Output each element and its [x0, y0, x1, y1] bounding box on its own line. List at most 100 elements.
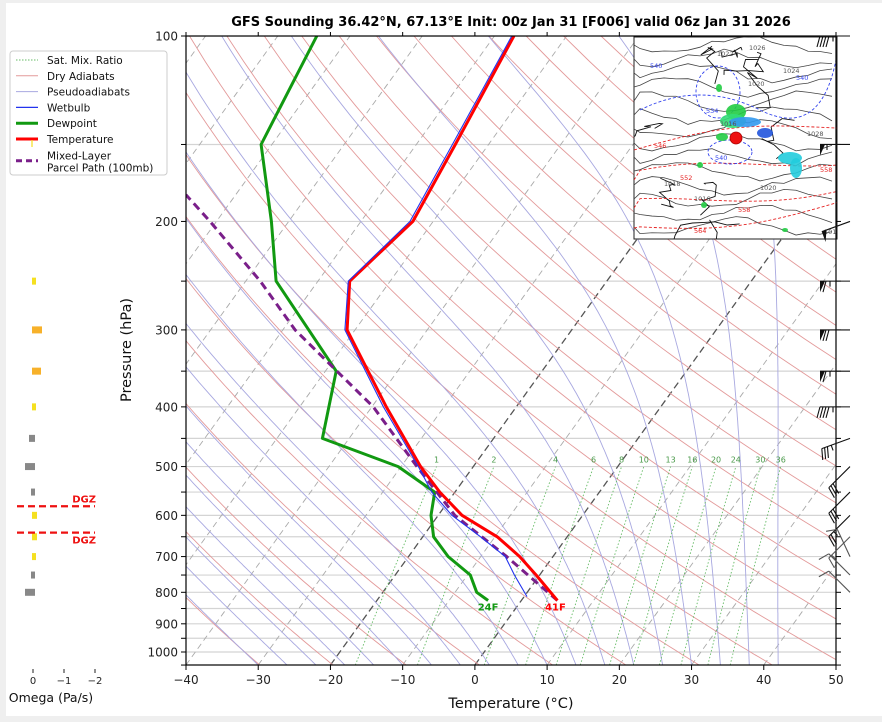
dry-adiabat-370 — [338, 36, 836, 467]
omega-bar-upward — [32, 403, 36, 411]
mixing-ratio-labels: 1 2 4 6 8 10 13 16 20 24 30 36 — [434, 456, 786, 465]
map-border — [700, 45, 719, 85]
map-border — [720, 46, 743, 58]
x-tick-label: 40 — [756, 673, 771, 687]
legend-label: Mixed-Layer — [47, 150, 112, 162]
map-contour-label: 1020 — [760, 184, 777, 192]
barb-full — [828, 513, 835, 524]
map-border — [723, 51, 765, 75]
mixing-ratio-line-13 — [609, 466, 672, 665]
isotherm--80 — [186, 36, 351, 265]
barb-full — [819, 35, 824, 48]
y-tick-label: 1000 — [147, 646, 178, 660]
barb-half — [833, 531, 839, 536]
dry-adiabat-340 — [226, 36, 836, 580]
barb-full — [825, 329, 830, 342]
map-precip — [757, 128, 773, 138]
barb-full — [825, 406, 830, 419]
wind-barb — [828, 514, 851, 547]
isotherm-50 — [835, 664, 836, 665]
dry-adiabat-270 — [186, 402, 480, 665]
map-isobar — [634, 204, 833, 224]
pseudoadiabat--22 — [186, 536, 317, 665]
isotherm--60 — [186, 36, 495, 466]
map-isobar — [634, 188, 833, 207]
mixing-ratio-lines — [354, 466, 782, 665]
map-precip — [790, 158, 802, 178]
dry-adiabat-330 — [189, 36, 836, 620]
isotherm--20 — [329, 36, 784, 665]
wind-barbs — [816, 35, 851, 593]
y-axis-label: Pressure (hPa) — [119, 298, 135, 402]
y-tick-label: 100 — [155, 30, 178, 44]
omega-tick-label: −1 — [57, 676, 72, 687]
mixing-ratio-line-6 — [525, 466, 595, 665]
pseudoadiabat--30 — [186, 594, 259, 665]
legend-label: Pseudoadiabats — [47, 87, 130, 99]
dry-adiabat-320 — [186, 91, 836, 661]
wind-barb — [825, 528, 851, 557]
legend-box — [9, 50, 168, 176]
barb-staff — [828, 491, 851, 514]
mixing-ratio-label: 8 — [619, 456, 624, 465]
map-precip — [782, 228, 788, 232]
map-isobar — [634, 37, 833, 54]
map-thickness-blue — [695, 65, 741, 119]
isotherm--90 — [186, 36, 279, 165]
map-thickness-line — [634, 202, 837, 229]
omega-bar-downward — [25, 588, 35, 596]
dry-adiabat-400 — [451, 36, 836, 361]
isotherm--50 — [186, 36, 568, 566]
barb-half — [831, 554, 836, 560]
pseudoadiabat-30 — [378, 36, 692, 665]
map-isobar — [634, 216, 833, 236]
mixing-ratio-label: 13 — [666, 456, 676, 465]
wind-barb — [828, 491, 851, 524]
dry-adiabat-420 — [525, 36, 836, 293]
pseudoadiabat-18 — [186, 71, 606, 665]
map-border — [673, 221, 740, 239]
mixing-ratio-label: 16 — [687, 456, 697, 465]
isotherm-0 — [474, 162, 836, 665]
omega-bar-upward — [32, 277, 36, 285]
map-contour-label: 564 — [694, 227, 706, 235]
chart-title: GFS Sounding 36.42°N, 67.13°E Init: 00z … — [231, 15, 791, 30]
barb-full — [818, 553, 830, 560]
map-contour-label: 558 — [820, 166, 832, 174]
y-tick-label: 600 — [155, 509, 178, 523]
barb-full — [822, 329, 827, 342]
pseudoadiabat-10 — [186, 217, 548, 665]
dry-adiabat-390 — [413, 36, 836, 395]
pseudoadiabat-6 — [186, 273, 519, 665]
barb-staff — [836, 529, 851, 557]
dry-adiabat-350 — [263, 36, 836, 542]
barb-full — [816, 406, 821, 419]
map-contour-label: 1028 — [807, 130, 824, 138]
temperature-line — [345, 36, 559, 602]
map-thickness-line — [634, 190, 837, 209]
barb-full — [830, 510, 838, 522]
omega-bar-upward — [32, 326, 42, 334]
barb-full — [824, 447, 827, 460]
map-contour-label: 540 — [650, 62, 662, 70]
mixing-ratio-line-20 — [658, 466, 717, 665]
map-isobar — [634, 133, 833, 152]
barb-full — [826, 446, 829, 458]
dry-adiabat-240 — [186, 596, 261, 665]
barb-full — [818, 570, 830, 578]
pseudoadiabat-2 — [186, 322, 490, 665]
x-tick-label: −30 — [246, 673, 271, 687]
wetbulb-line — [344, 36, 528, 597]
mixing-ratio-line-24 — [680, 466, 737, 665]
wind-barb — [820, 280, 850, 293]
y-tick-label: 200 — [155, 215, 178, 229]
wind-barb — [821, 437, 851, 461]
isotherm--40 — [186, 36, 640, 665]
barb-staff — [828, 514, 851, 537]
surface-dewpoint-label: 24F — [478, 603, 499, 614]
map-contour-label: 1016 — [694, 195, 711, 203]
barb-staff — [828, 553, 851, 576]
dry-adiabat-280 — [186, 340, 553, 665]
mixing-ratio-label: 1 — [434, 456, 439, 465]
barb-full — [821, 448, 824, 461]
